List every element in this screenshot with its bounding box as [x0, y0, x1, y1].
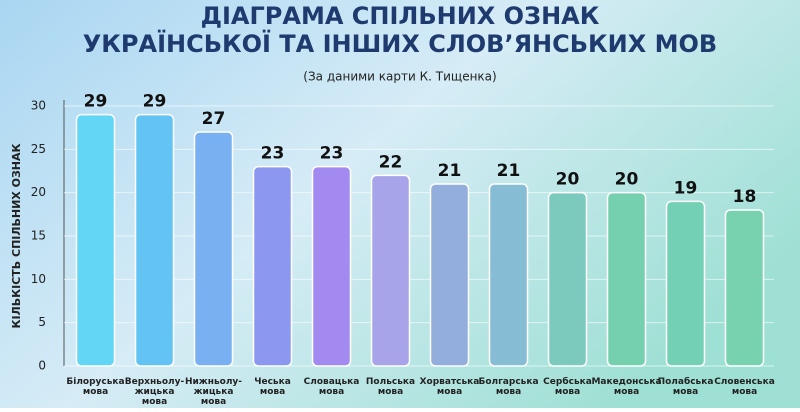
y-tick-label: 20 — [31, 185, 46, 199]
x-tick-label: Польська мова — [366, 377, 415, 397]
bar — [547, 191, 588, 367]
x-tick-label: Словенська мова — [714, 377, 775, 397]
bar — [606, 191, 647, 367]
bar — [429, 183, 470, 367]
bar — [311, 165, 352, 367]
bar — [488, 183, 529, 367]
value-label: 29 — [143, 92, 167, 112]
chart-title: ДІАГРАМА СПІЛЬНИХ ОЗНАК УКРАЇНСЬКОЇ ТА ІН… — [83, 2, 717, 58]
y-axis-label: КІЛЬКІСТЬ СПІЛЬНИХ ОЗНАК — [10, 144, 23, 329]
x-tick-label: Нижньолу-жицька мова — [185, 377, 242, 407]
bar — [134, 113, 175, 367]
value-label: 23 — [261, 144, 285, 164]
bar — [252, 165, 293, 367]
x-tick-label: Болгарська мова — [478, 377, 538, 397]
value-label: 22 — [379, 152, 403, 172]
bar — [724, 209, 765, 367]
x-tick-label: Хорватська мова — [420, 377, 480, 397]
y-tick-label: 25 — [31, 142, 46, 156]
value-label: 21 — [438, 161, 462, 181]
value-label: 19 — [674, 178, 698, 198]
x-tick-label: Сербська мова — [543, 376, 592, 397]
y-tick-label: 0 — [38, 359, 46, 373]
bar — [75, 113, 116, 367]
y-tick-label: 5 — [38, 315, 46, 329]
x-tick-label: Білоруська мова — [66, 376, 124, 397]
bar — [370, 174, 411, 367]
chart-subtitle: (За даними карти К. Тищенка) — [303, 70, 496, 84]
x-tick-label: Словацька мова — [304, 377, 360, 397]
bar — [665, 200, 706, 367]
value-label: 20 — [556, 170, 580, 190]
x-tick-label: Полабська мова — [658, 376, 714, 397]
y-tick-label: 15 — [31, 229, 46, 243]
value-label: 23 — [320, 144, 344, 164]
value-label: 18 — [733, 187, 757, 207]
value-label: 21 — [497, 161, 521, 181]
y-tick-label: 10 — [31, 272, 46, 286]
x-tick-label: Чеська мова — [254, 377, 291, 397]
y-tick-label: 30 — [31, 99, 46, 113]
value-label: 29 — [84, 92, 108, 112]
x-tick-label: Македонська мова — [591, 377, 661, 397]
value-label: 20 — [615, 170, 639, 190]
bar — [193, 131, 234, 367]
value-label: 27 — [202, 109, 226, 129]
x-tick-label: Верхньолу-жицька мова — [125, 377, 185, 407]
